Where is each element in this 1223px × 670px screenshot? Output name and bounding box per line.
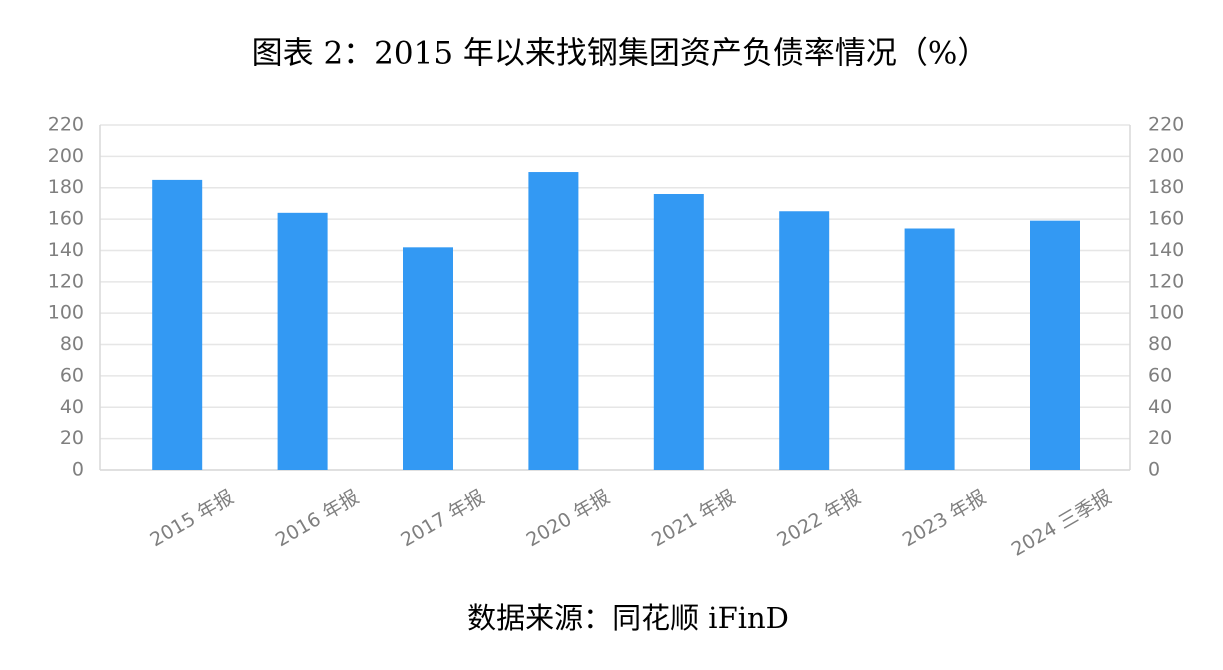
y2-tick-label: 0 <box>1148 459 1160 481</box>
y2-tick-label: 220 <box>1148 114 1184 136</box>
x-tick-label: 2016 年报 <box>272 486 363 551</box>
y2-tick-label: 180 <box>1148 176 1184 198</box>
y-tick-label: 100 <box>48 302 84 324</box>
y-tick-label: 140 <box>48 239 84 261</box>
bar <box>1030 220 1080 470</box>
bar <box>779 211 830 470</box>
x-tick-label: 2020 年报 <box>523 486 614 551</box>
y-tick-label: 200 <box>48 145 84 167</box>
y-tick-label: 60 <box>60 364 84 386</box>
y-tick-label: 220 <box>48 114 84 136</box>
x-tick-label: 2017 年报 <box>397 486 488 551</box>
chart-title: 图表 2：2015 年以来找钢集团资产负债率情况（%） <box>252 36 989 72</box>
bar <box>653 194 704 470</box>
y2-tick-label: 20 <box>1148 427 1172 449</box>
y-tick-label: 180 <box>48 176 84 198</box>
bar <box>403 247 453 470</box>
y2-tick-label: 80 <box>1148 333 1172 355</box>
bar <box>152 179 203 471</box>
y-tick-label: 40 <box>60 396 84 418</box>
x-tick-label: 2015 年报 <box>146 486 237 551</box>
y-tick-label: 80 <box>60 333 84 355</box>
x-tick-label: 2022 年报 <box>773 486 864 551</box>
y-tick-label: 160 <box>48 208 84 230</box>
y2-tick-label: 200 <box>1148 145 1184 167</box>
y2-tick-label: 40 <box>1148 396 1172 418</box>
y2-tick-label: 160 <box>1148 208 1184 230</box>
x-tick-label: 2021 年报 <box>648 486 739 551</box>
x-tick-label: 2024 三季报 <box>1008 486 1115 561</box>
x-tick-label: 2023 年报 <box>899 486 990 551</box>
y2-tick-label: 140 <box>1148 239 1184 261</box>
y-tick-label: 0 <box>72 459 84 481</box>
y2-tick-label: 100 <box>1148 302 1184 324</box>
bar <box>528 172 579 470</box>
y2-tick-label: 60 <box>1148 364 1172 386</box>
bar <box>277 212 328 470</box>
y-tick-label: 120 <box>48 270 84 292</box>
y2-tick-label: 120 <box>1148 270 1184 292</box>
source-note: 数据来源：同花顺 iFinD <box>467 601 789 635</box>
y-tick-label: 20 <box>60 427 84 449</box>
bar <box>904 228 955 470</box>
